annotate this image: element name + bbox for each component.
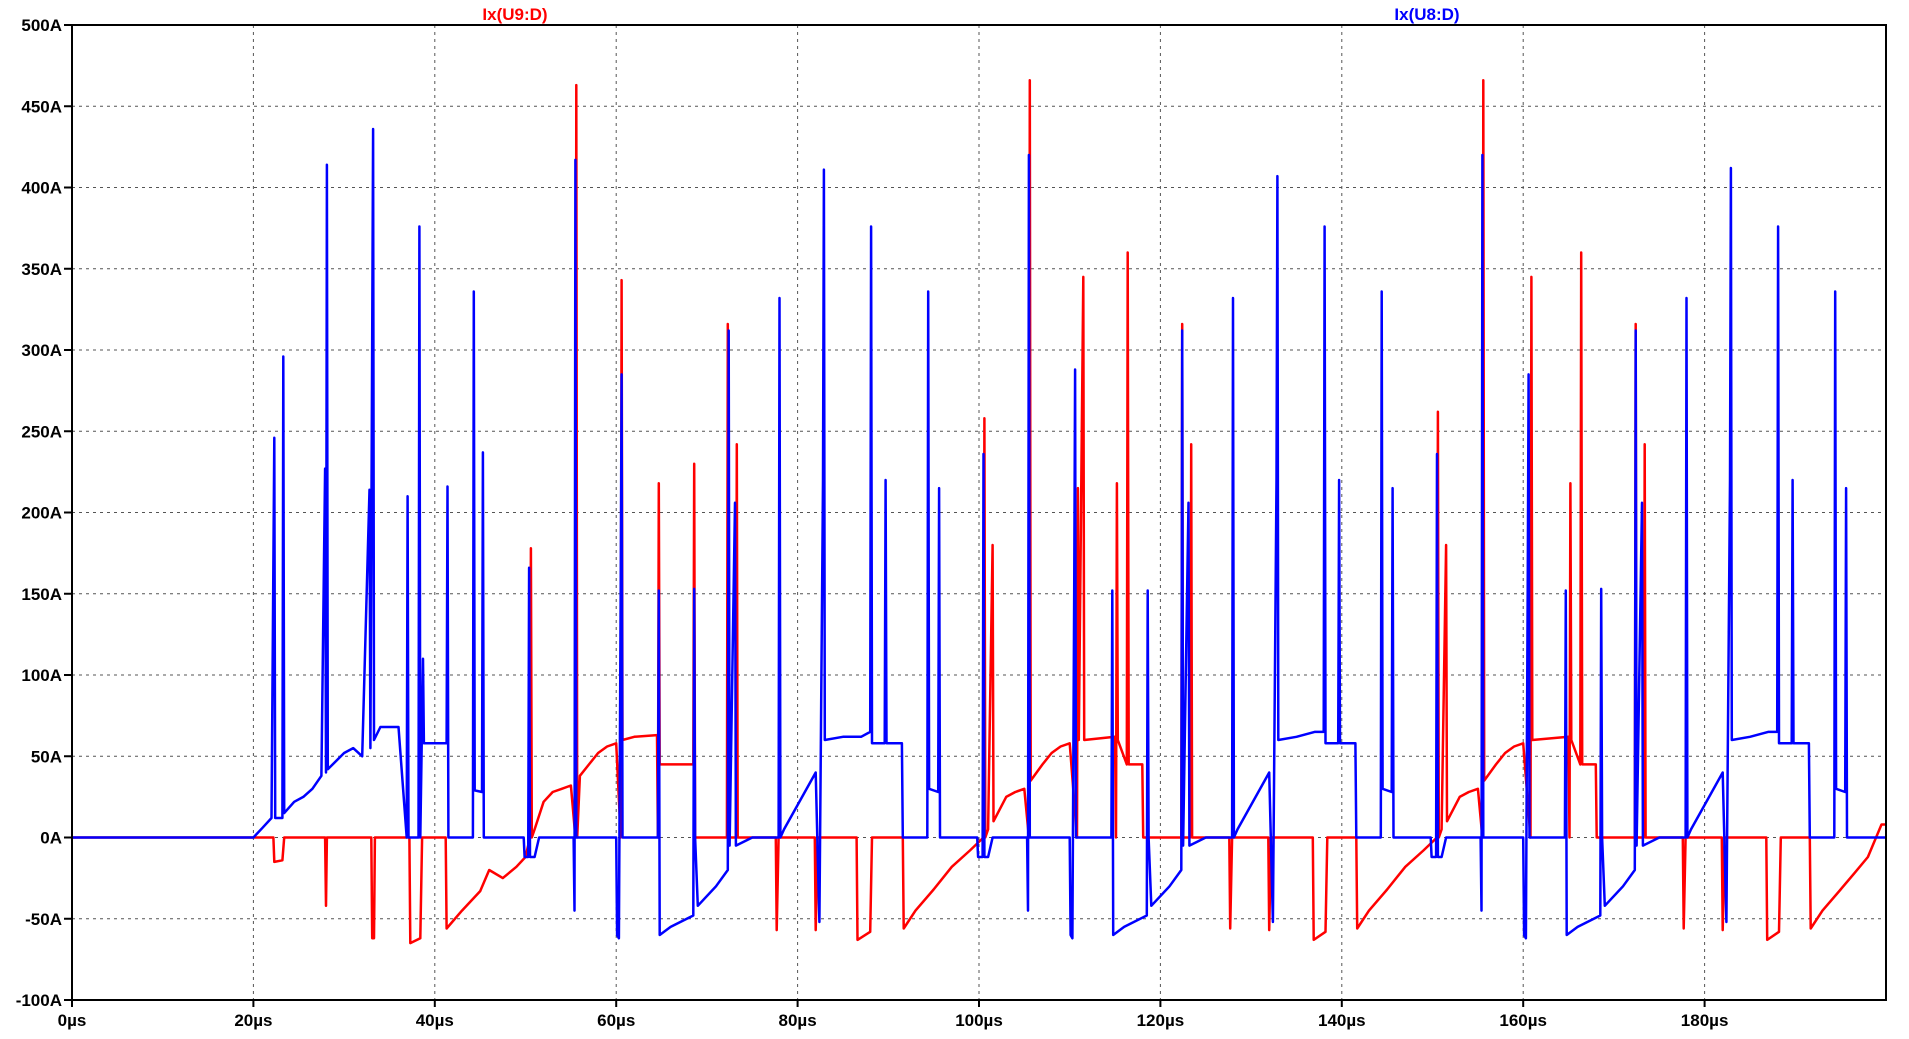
x-tick-label: 100µs bbox=[955, 1011, 1003, 1030]
series-layer bbox=[72, 79, 1886, 945]
y-tick-label: -100A bbox=[16, 991, 62, 1010]
x-tick-label: 80µs bbox=[779, 1011, 817, 1030]
y-tick-label: 400A bbox=[21, 179, 62, 198]
x-tick-label: 160µs bbox=[1499, 1011, 1547, 1030]
y-tick-label: 50A bbox=[31, 747, 62, 766]
legend: Ix(U9:D) Ix(U8:D) bbox=[482, 5, 1459, 24]
x-axis: 0µs 20µs 40µs 60µs 80µs 100µs 120µs 140µs 160µs 1… bbox=[58, 1000, 1729, 1030]
x-tick-label: 20µs bbox=[234, 1011, 272, 1030]
x-tick-label: 40µs bbox=[416, 1011, 454, 1030]
y-tick-label: 300A bbox=[21, 341, 62, 360]
series-line-2 bbox=[72, 127, 1886, 940]
legend-entry-2: Ix(U8:D) bbox=[1394, 5, 1459, 24]
y-tick-label: 250A bbox=[21, 422, 62, 441]
legend-entry-1: Ix(U9:D) bbox=[482, 5, 547, 24]
y-axis: 500A 450A 400A 350A 300A 250A 200A 150A 100A 50A 0… bbox=[16, 16, 72, 1010]
y-tick-label: 500A bbox=[21, 16, 62, 35]
y-tick-label: 200A bbox=[21, 504, 62, 523]
y-tick-label: 350A bbox=[21, 260, 62, 279]
y-tick-label: 0A bbox=[40, 829, 62, 848]
x-tick-label: 180µs bbox=[1681, 1011, 1729, 1030]
y-tick-label: 150A bbox=[21, 585, 62, 604]
y-tick-label: 100A bbox=[21, 666, 62, 685]
x-tick-label: 120µs bbox=[1137, 1011, 1185, 1030]
series-line-1 bbox=[72, 79, 1886, 945]
x-tick-label: 60µs bbox=[597, 1011, 635, 1030]
x-tick-label: 140µs bbox=[1318, 1011, 1366, 1030]
y-tick-label: 450A bbox=[21, 97, 62, 116]
x-tick-label: 0µs bbox=[58, 1011, 87, 1030]
y-tick-label: -50A bbox=[25, 910, 62, 929]
